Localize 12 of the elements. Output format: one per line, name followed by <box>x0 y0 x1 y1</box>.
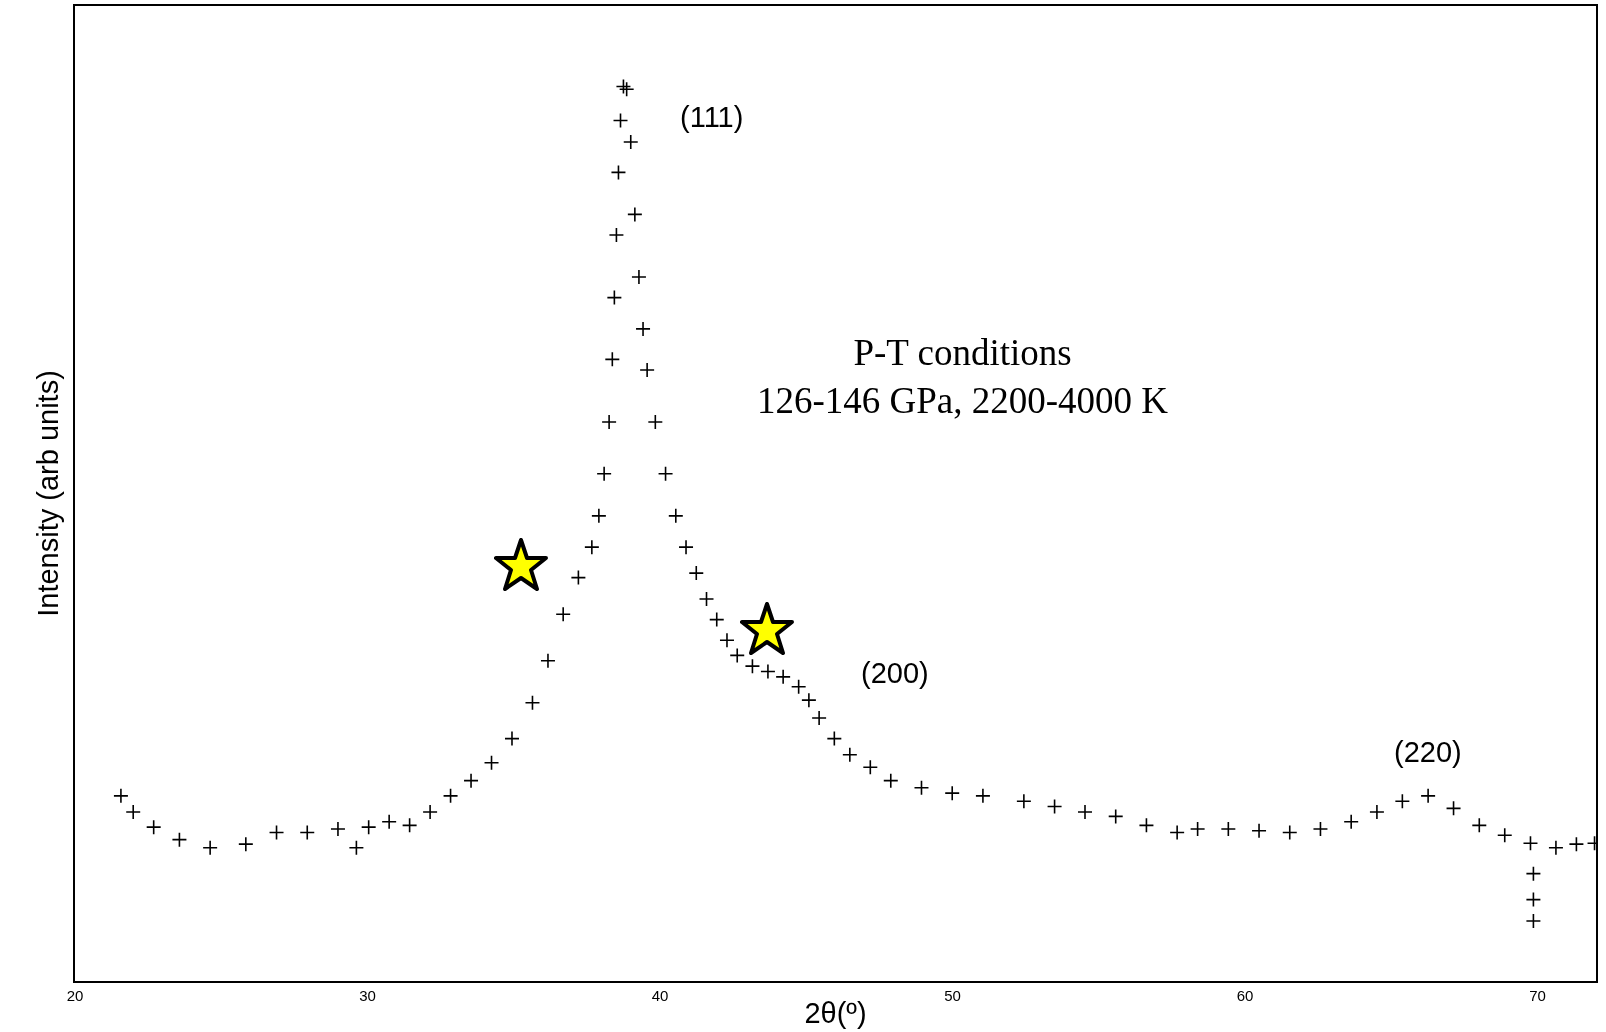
x-tick-label: 60 <box>1236 986 1254 1004</box>
x-tick-label: 70 <box>1529 986 1546 1004</box>
x-tick-label: 30 <box>359 986 376 1004</box>
annotation: (200) <box>861 657 929 689</box>
x-tick-label: 20 <box>66 986 84 1004</box>
x-tick-label: 50 <box>944 986 961 1004</box>
annotation: (111) <box>680 101 744 133</box>
x-tick-label: 40 <box>651 986 669 1004</box>
x-axis-title: 2θ(º) <box>804 997 867 1030</box>
annotation: P-T conditions 126-146 GPa, 2200-4000 K <box>757 332 1169 422</box>
y-axis-title: Intensity (arb units) <box>32 370 65 617</box>
annotation: (220) <box>1394 736 1462 768</box>
